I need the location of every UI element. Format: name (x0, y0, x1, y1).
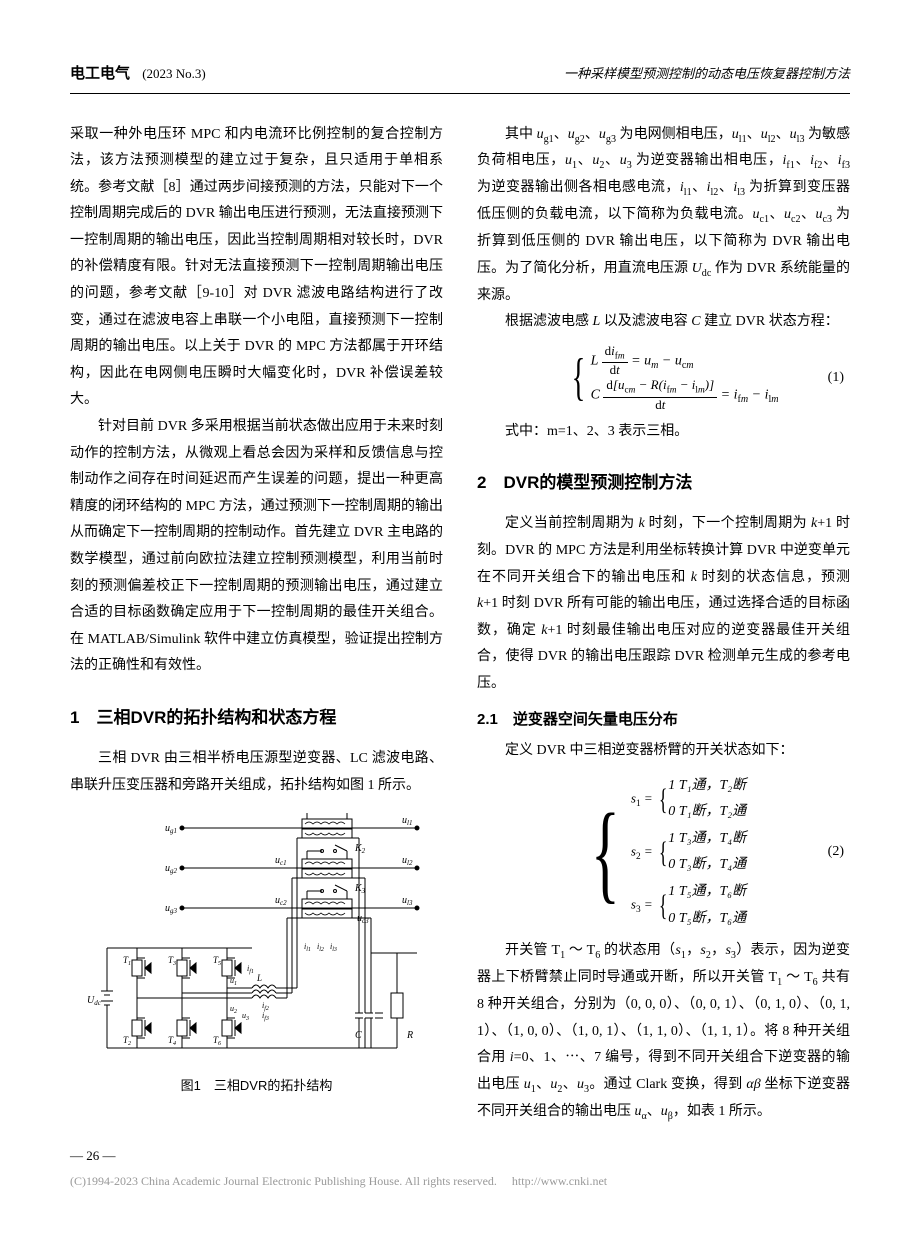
svg-text:ul2: ul2 (402, 855, 413, 867)
svg-text:ul1: ul1 (402, 815, 412, 827)
svg-text:K1: K1 (354, 813, 365, 815)
equation-2: { s1 = {1 T₁通，T₂断0 T₁断，T₂通 s2 = {1 T₃通，T… (477, 773, 850, 933)
paragraph: 针对目前 DVR 多采用根据当前状态做出应用于未来时刻动作的控制方法，从微观上看… (70, 414, 443, 680)
svg-text:C: C (355, 1030, 362, 1041)
svg-text:ug1: ug1 (165, 823, 177, 835)
svg-text:il1: il1 (304, 942, 311, 953)
svg-text:u3: u3 (242, 1011, 249, 1022)
issue-number: (2023 No.3) (142, 66, 206, 81)
svg-text:uc1: uc1 (275, 855, 287, 867)
cnki-link[interactable]: http://www.cnki.net (512, 1174, 607, 1188)
svg-text:T3: T3 (168, 955, 176, 967)
left-column: 采取一种外电压环 MPC 和内电流环比例控制的复合控制方法，该方法预测模型的建立… (70, 122, 443, 1126)
svg-text:T4: T4 (168, 1035, 176, 1047)
copyright-text: (C)1994-2023 China Academic Journal Elec… (70, 1174, 497, 1188)
subsection-heading-2-1: 2.1 逆变器空间矢量电压分布 (477, 706, 850, 735)
equation-number: (2) (828, 839, 850, 866)
svg-text:Udc: Udc (87, 995, 102, 1007)
equation-1: { L difmdt = um − ucm C d[ucm − R(ifm − … (477, 344, 850, 413)
svg-text:K2: K2 (354, 843, 366, 855)
paragraph: 根据滤波电感 L 以及滤波电容 C 建立 DVR 状态方程： (477, 309, 850, 336)
page-number: — 26 — (70, 1144, 850, 1169)
svg-text:K3: K3 (354, 883, 366, 895)
svg-text:il2: il2 (317, 942, 324, 953)
svg-text:T6: T6 (213, 1035, 221, 1047)
page-header: 电工电气 (2023 No.3) 一种采样模型预测控制的动态电压恢复器控制方法 (70, 60, 850, 94)
svg-text:ug3: ug3 (165, 903, 178, 915)
paragraph: 三相 DVR 由三相半桥电压源型逆变器、LC 滤波电路、串联升压变压器和旁路开关… (70, 746, 443, 799)
paragraph: 开关管 T1 ～ T6 的状态用（s1，s2，s3）表示，因为逆变器上下桥臂禁止… (477, 938, 850, 1126)
svg-text:u1: u1 (230, 976, 237, 987)
svg-text:uc2: uc2 (275, 895, 287, 907)
two-column-layout: 采取一种外电压环 MPC 和内电流环比例控制的复合控制方法，该方法预测模型的建立… (70, 122, 850, 1126)
svg-text:ul3: ul3 (402, 895, 413, 907)
svg-text:ug2: ug2 (165, 863, 178, 875)
section-heading-2: 2 DVR的模型预测控制方法 (477, 467, 850, 499)
running-title: 一种采样模型预测控制的动态电压恢复器控制方法 (564, 62, 850, 87)
svg-text:if3: if3 (262, 1011, 269, 1022)
svg-text:if1: if1 (247, 964, 254, 975)
svg-text:L: L (256, 973, 262, 983)
right-column: 其中 ug1、ug2、ug3 为电网侧相电压，ul1、ul2、ul3 为敏感负荷… (477, 122, 850, 1126)
journal-name: 电工电气 (2023 No.3) (70, 60, 206, 89)
svg-text:T5: T5 (213, 955, 221, 967)
paragraph: 定义 DVR 中三相逆变器桥臂的开关状态如下： (477, 738, 850, 765)
paragraph: 其中 ug1、ug2、ug3 为电网侧相电压，ul1、ul2、ul3 为敏感负荷… (477, 122, 850, 310)
figure-1-caption: 图1 三相DVR的拓扑结构 (70, 1074, 443, 1099)
svg-text:T1: T1 (123, 955, 131, 967)
svg-text:il3: il3 (330, 942, 337, 953)
equation-note: 式中：m=1、2、3 表示三相。 (477, 419, 850, 446)
equation-number: (1) (828, 365, 850, 392)
paragraph: 定义当前控制周期为 k 时刻，下一个控制周期为 k+1 时刻。DVR 的 MPC… (477, 511, 850, 697)
page-footer: — 26 — (C)1994-2023 China Academic Journ… (70, 1144, 850, 1193)
section-heading-1: 1 三相DVR的拓扑结构和状态方程 (70, 702, 443, 734)
svg-text:T2: T2 (123, 1035, 131, 1047)
figure-1: K1 ug1 ul1 (70, 813, 443, 1099)
copyright-line: (C)1994-2023 China Academic Journal Elec… (70, 1170, 850, 1193)
circuit-diagram-svg: K1 ug1 ul1 (87, 813, 427, 1068)
svg-text:R: R (406, 1030, 413, 1041)
paragraph: 采取一种外电压环 MPC 和内电流环比例控制的复合控制方法，该方法预测模型的建立… (70, 122, 443, 415)
journal-title: 电工电气 (70, 65, 130, 82)
svg-text:u2: u2 (230, 1004, 237, 1015)
